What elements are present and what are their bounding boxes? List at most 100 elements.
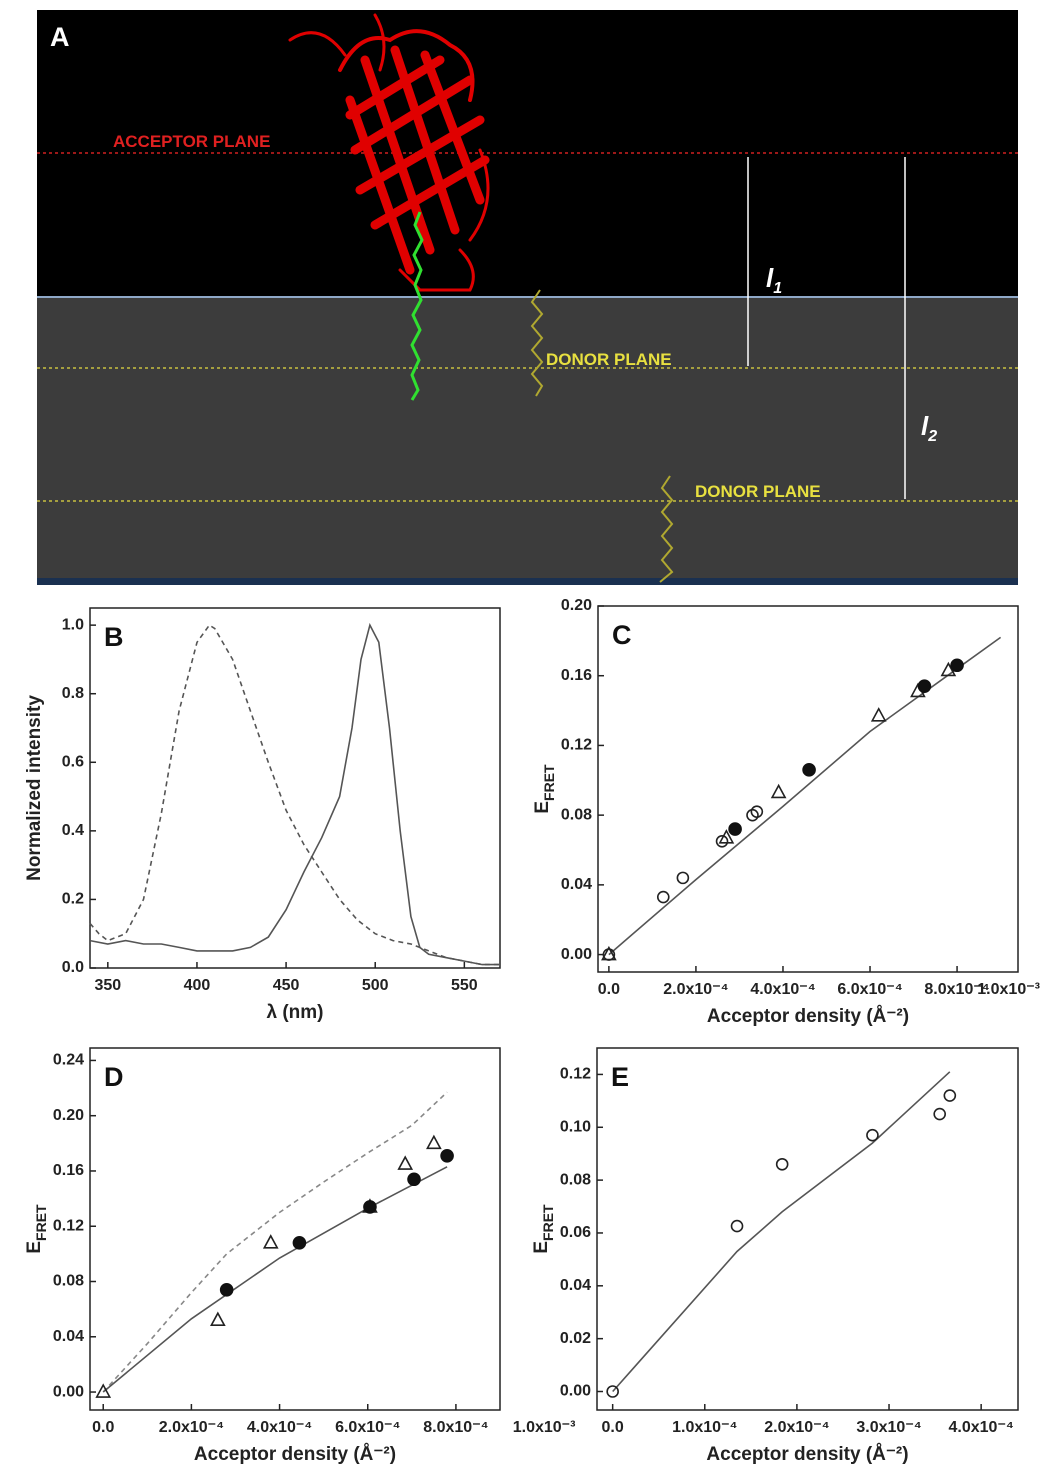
panel-label: E: [611, 1062, 629, 1092]
x-tick-label: 0.0: [598, 981, 620, 998]
y-tick-label: 0.08: [561, 806, 592, 823]
y-tick-label: 0.12: [560, 1066, 591, 1083]
marker-circle: [802, 763, 816, 777]
chart: E 0.00 0.02 0.04 0.06 0.08 0.10 0.12 0.0 1.0x10⁻⁴…: [531, 1047, 1019, 1465]
panel-label: A: [50, 22, 70, 52]
x-tick-label: 0.0: [602, 1419, 624, 1436]
y-tick-label: 0.24: [53, 1052, 84, 1069]
membrane-bottom: [37, 578, 1018, 585]
y-axis-label: EFRET: [24, 1204, 49, 1254]
marker-triangle: [770, 783, 787, 799]
donor-lipid: [659, 475, 674, 583]
chart: B 0.0 0.2 0.4 0.6 0.8 1.0 350 400 450 500 550 λ (nm)…: [24, 607, 501, 1023]
marker-circle: [656, 890, 670, 904]
l2-label: l2: [921, 411, 937, 445]
y-tick-label: 0.00: [560, 1383, 591, 1400]
lipid-anchor: [410, 211, 424, 401]
membrane: [37, 297, 1018, 580]
marker-circle: [728, 822, 742, 836]
x-tick-label: 1.0x10⁻³: [977, 981, 1040, 998]
y-axis-label-sub: FRET: [540, 1204, 556, 1241]
marker-triangle: [718, 829, 735, 844]
panel-a: A ACCEPTOR PLANE DONOR PLANE DONOR PLANE…: [37, 10, 1018, 585]
protein: [288, 13, 490, 292]
plot-frame: [89, 607, 501, 969]
marker-triangle: [601, 945, 617, 961]
l1-label: l1: [766, 263, 782, 297]
marker-circle: [363, 1200, 377, 1214]
y-tick-label: 0.20: [53, 1107, 84, 1124]
x-tick-label: 2.0x10⁻⁴: [159, 1419, 224, 1436]
y-tick-label: 0.08: [53, 1273, 84, 1290]
y-axis-label: EFRET: [531, 1204, 556, 1254]
y-tick-label: 0.04: [560, 1277, 591, 1294]
x-tick-label: 400: [184, 977, 211, 994]
y-tick-label: 0.8: [62, 685, 84, 702]
marker-triangle: [210, 1311, 226, 1326]
panel-label: C: [612, 620, 632, 650]
x-tick-label: 2.0x10⁻⁴: [663, 981, 728, 998]
series-line: [89, 624, 500, 966]
donor-plane-label: DONOR PLANE: [546, 350, 672, 369]
plot-frame: [89, 1047, 501, 1411]
donor-plane-label: DONOR PLANE: [695, 482, 821, 501]
x-tick-label: 4.0x10⁻⁴: [247, 1419, 312, 1436]
x-tick-label: 3.0x10⁻⁴: [856, 1419, 921, 1436]
y-tick-label: 0.0: [62, 959, 84, 976]
marker-triangle: [426, 1134, 442, 1150]
x-tick-label: 8.0x10⁻⁴: [423, 1419, 488, 1436]
x-tick-label: 4.0x10⁻⁴: [949, 1419, 1014, 1436]
y-tick-label: 0.00: [53, 1383, 84, 1400]
series-line: [89, 622, 500, 966]
marker-circle: [917, 679, 932, 693]
marker-triangle: [397, 1155, 414, 1170]
y-axis-label: Normalized intensity: [24, 695, 45, 881]
x-tick-label: 6.0x10⁻⁴: [335, 1419, 400, 1436]
marker-circle: [933, 1107, 946, 1121]
y-tick-label: 0.16: [53, 1162, 84, 1179]
x-tick-label: 450: [273, 977, 300, 994]
series-line: [608, 636, 1002, 956]
marker-triangle: [870, 707, 887, 722]
y-tick-label: 0.06: [560, 1224, 591, 1241]
y-tick-label: 0.04: [53, 1328, 84, 1345]
marker-circle: [943, 1089, 957, 1102]
marker-circle: [950, 658, 964, 673]
marker-circle: [750, 805, 764, 818]
y-tick-label: 0.04: [561, 876, 592, 893]
marker-circle: [219, 1282, 234, 1297]
chart: C 0.00 0.04 0.08 0.12 0.16 0.20 0.0 2.0x10⁻⁴ 4.0x…: [532, 597, 1040, 1027]
y-tick-label: 0.08: [560, 1171, 591, 1188]
y-tick-label: 0.12: [53, 1217, 84, 1234]
marker-triangle: [262, 1234, 279, 1249]
x-tick-label: 2.0x10⁻⁴: [764, 1419, 829, 1436]
x-tick-label: 550: [451, 977, 478, 994]
x-tick-label: 4.0x10⁻⁴: [750, 981, 815, 998]
x-tick-label: 350: [94, 977, 121, 994]
x-axis-label: Acceptor density (Å⁻²): [194, 1444, 396, 1465]
marker-circle: [292, 1236, 307, 1250]
x-tick-label: 8.0x10⁻⁴: [924, 981, 989, 998]
marker-circle: [775, 1157, 789, 1171]
marker-circle: [676, 871, 690, 885]
y-tick-label: 1.0: [62, 616, 84, 633]
y-tick-label: 0.2: [62, 891, 84, 908]
marker-triangle: [940, 661, 957, 677]
x-axis-label: λ (nm): [267, 1002, 324, 1023]
marker-circle: [440, 1148, 454, 1163]
panel-label: B: [104, 622, 124, 652]
y-axis-label: EFRET: [532, 764, 557, 814]
y-tick-label: 0.4: [62, 822, 84, 839]
x-tick-label: 6.0x10⁻⁴: [837, 981, 902, 998]
x-axis-label: Acceptor density (Å⁻²): [706, 1444, 908, 1465]
series-line: [102, 1166, 448, 1393]
y-tick-label: 0.6: [62, 754, 84, 771]
l2-main: l: [921, 411, 929, 441]
plot-frame: [597, 605, 1019, 973]
y-tick-label: 0.12: [561, 737, 592, 754]
l1-sub: 1: [773, 280, 782, 297]
chart: D 0.00 0.04 0.08 0.12 0.16 0.20 0.24 0.0 2.0x10⁻⁴…: [24, 1047, 575, 1465]
marker-circle: [715, 834, 729, 848]
x-tick-label: 0.0: [92, 1419, 114, 1436]
